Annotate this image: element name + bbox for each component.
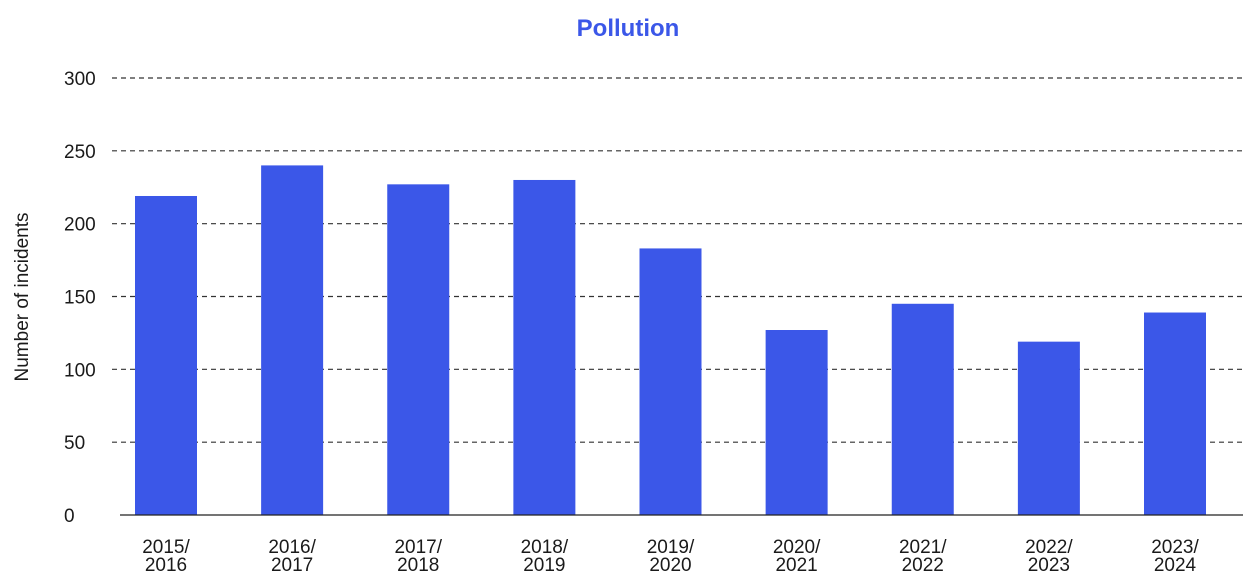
y-tick-label: 150 [64, 288, 96, 309]
bar [387, 184, 450, 515]
x-tick-label-line: 2020/ [773, 537, 821, 558]
x-tick-label: 2018/2019 [521, 537, 569, 574]
bar [513, 179, 576, 515]
x-tick-label: 2020/2021 [773, 537, 821, 574]
x-tick-label-line: 2023/ [1151, 537, 1199, 558]
x-tick-label-line: 2022 [902, 555, 944, 574]
chart-title: Pollution [577, 15, 680, 42]
y-tick-label: 250 [64, 142, 96, 163]
x-tick-label: 2016/2017 [268, 537, 316, 574]
x-tick-label: 2019/2020 [647, 537, 695, 574]
x-tick-label: 2017/2018 [394, 537, 442, 574]
x-tick-label-line: 2019/ [647, 537, 695, 558]
bar [639, 248, 702, 515]
x-tick-label-line: 2021 [775, 555, 817, 574]
x-tick-label-line: 2019 [523, 555, 565, 574]
x-tick-label: 2021/2022 [899, 537, 947, 574]
bar [891, 303, 954, 515]
x-tick-label-line: 2018 [397, 555, 439, 574]
x-tick-label: 2022/2023 [1025, 537, 1073, 574]
x-tick-label-line: 2020 [649, 555, 691, 574]
x-tick-label-line: 2015/ [142, 537, 190, 558]
bars [135, 165, 1206, 516]
y-tick-label: 200 [64, 215, 96, 236]
y-tick-labels: 0 50 100 150 200 250 300 [64, 69, 96, 527]
bar [1144, 312, 1206, 515]
x-tick-label-line: 2022/ [1025, 537, 1073, 558]
x-tick-label-line: 2021/ [899, 537, 947, 558]
y-tick-label: 50 [64, 433, 85, 454]
x-tick-label-line: 2017/ [394, 537, 442, 558]
x-tick-label-line: 2024 [1154, 555, 1197, 574]
y-tick-label: 100 [64, 360, 96, 381]
x-tick-label-line: 2016/ [268, 537, 316, 558]
y-axis-title: Number of incidents [12, 213, 33, 382]
bar [1017, 341, 1080, 515]
x-tick-label-line: 2023 [1028, 555, 1070, 574]
x-tick-label: 2023/2024 [1151, 537, 1199, 574]
y-tick-label: 0 [64, 506, 75, 527]
y-tick-label: 300 [64, 69, 96, 90]
x-tick-label-line: 2017 [271, 555, 313, 574]
x-tick-label-line: 2016 [145, 555, 187, 574]
bar [765, 330, 828, 515]
x-tick-labels: 2015/20162016/20172017/20182018/20192019… [142, 537, 1199, 576]
bar [261, 165, 324, 515]
x-tick-label: 2015/2016 [142, 537, 190, 574]
bar [135, 195, 197, 516]
x-tick-label-line: 2018/ [521, 537, 569, 558]
